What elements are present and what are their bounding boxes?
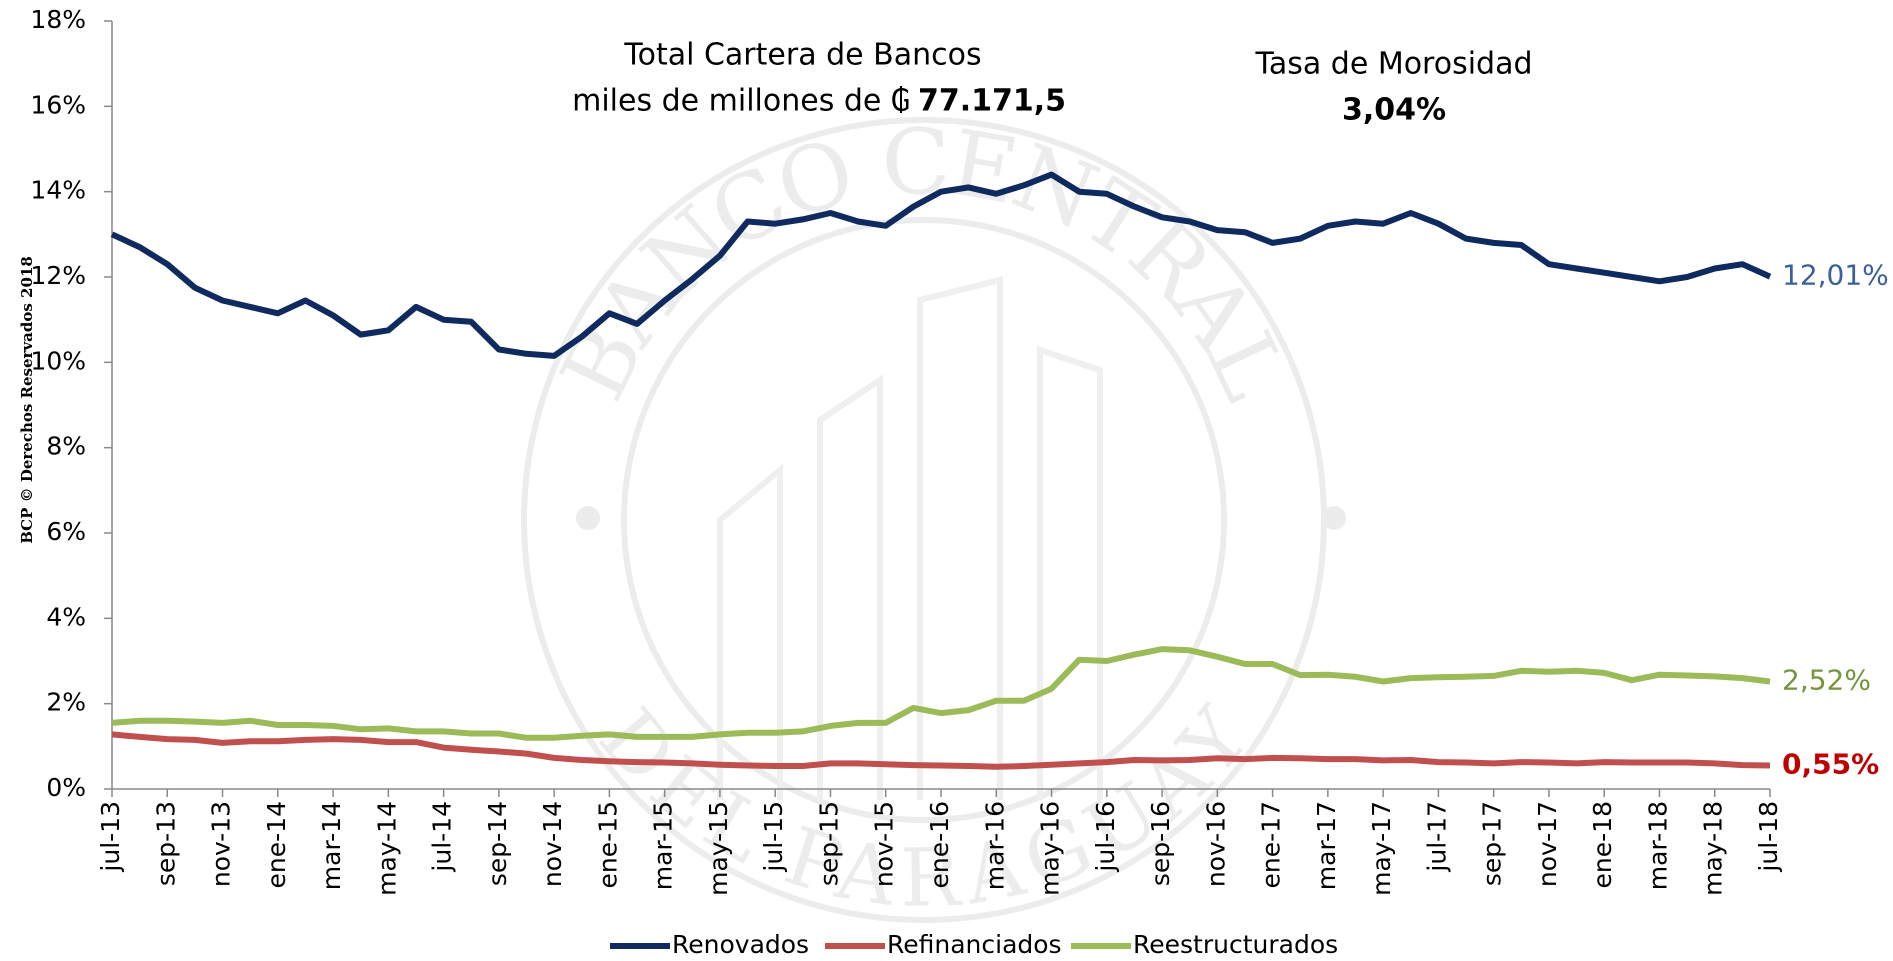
x-tick-label: nov-15 (870, 801, 899, 887)
y-tick-label: 16% (30, 90, 86, 119)
y-tick-label: 8% (46, 432, 86, 461)
y-tick-label: 0% (46, 773, 86, 802)
x-tick-label: may-17 (1367, 801, 1396, 896)
x-tick-label: sep-13 (151, 801, 180, 886)
legend-label: Refinanciados (887, 930, 1062, 959)
x-tick-label: sep-17 (1478, 801, 1507, 886)
series-line (110, 171, 1772, 359)
y-tick-label: 14% (30, 176, 86, 205)
x-tick-label: sep-16 (1146, 801, 1175, 886)
watermark-top: BANCO CENTRAL (541, 110, 1306, 416)
x-tick-label: ene-18 (1588, 801, 1617, 888)
x-tick-label: sep-14 (483, 801, 512, 886)
x-tick-label: jul-18 (1754, 801, 1783, 873)
y-tick-label: 2% (46, 688, 86, 717)
x-tick-label: may-14 (372, 801, 401, 896)
x-tick-label: jul-17 (1422, 801, 1451, 873)
x-tick-label: nov-13 (207, 801, 236, 887)
watermark-top-text: BANCO CENTRAL (541, 110, 1306, 416)
x-tick-label: jul-16 (1091, 801, 1120, 873)
data-label: 2,52% (1782, 663, 1871, 696)
x-tick-label: nov-16 (1201, 801, 1230, 887)
x-tick-label: mar-14 (317, 801, 346, 890)
y-tick-label: 10% (30, 346, 86, 375)
portfolio-value: 77.171,5 (918, 84, 1066, 119)
x-tick-label: jul-15 (759, 801, 788, 873)
x-tick-label: jul-13 (96, 801, 125, 873)
x-tick-label: may-16 (1036, 801, 1065, 896)
series-line (111, 646, 1771, 741)
x-tick-label: ene-14 (262, 801, 291, 888)
x-tick-label: mar-18 (1643, 801, 1672, 890)
x-tick-label: ene-17 (1257, 801, 1286, 888)
x-tick-label: mar-17 (1312, 801, 1341, 890)
x-tick-label: ene-15 (593, 801, 622, 888)
x-tick-label: sep-15 (814, 801, 843, 886)
x-tick-label: jul-14 (428, 801, 457, 873)
x-tick-label: mar-16 (980, 801, 1009, 890)
x-tick-label: may-15 (704, 801, 733, 896)
y-tick-label: 12% (30, 261, 86, 290)
copyright: BCP © Derechos Reservados 2018 (18, 256, 36, 544)
rate-value: 3,04% (1342, 93, 1446, 128)
data-label: 0,55% (1782, 748, 1879, 781)
legend-label: Reestructurados (1133, 930, 1338, 959)
x-tick-label: may-18 (1699, 801, 1728, 896)
y-tick-label: 6% (46, 517, 86, 546)
watermark-seal (521, 117, 1346, 923)
legend-label: Renovados (672, 930, 809, 959)
x-tick-label: mar-15 (649, 801, 678, 890)
rate-title: Tasa de Morosidad (1254, 47, 1532, 82)
y-tick-label: 4% (46, 602, 86, 631)
data-label: 12,01% (1782, 259, 1889, 292)
portfolio-unit: miles de millones de ₲ (572, 84, 910, 119)
x-tick-label: nov-14 (538, 801, 567, 887)
x-tick-label: nov-17 (1533, 801, 1562, 887)
x-tick-label: ene-16 (925, 801, 954, 888)
portfolio-title: Total Cartera de Bancos (623, 38, 981, 73)
y-tick-label: 18% (30, 5, 86, 34)
series-line (111, 731, 1771, 770)
